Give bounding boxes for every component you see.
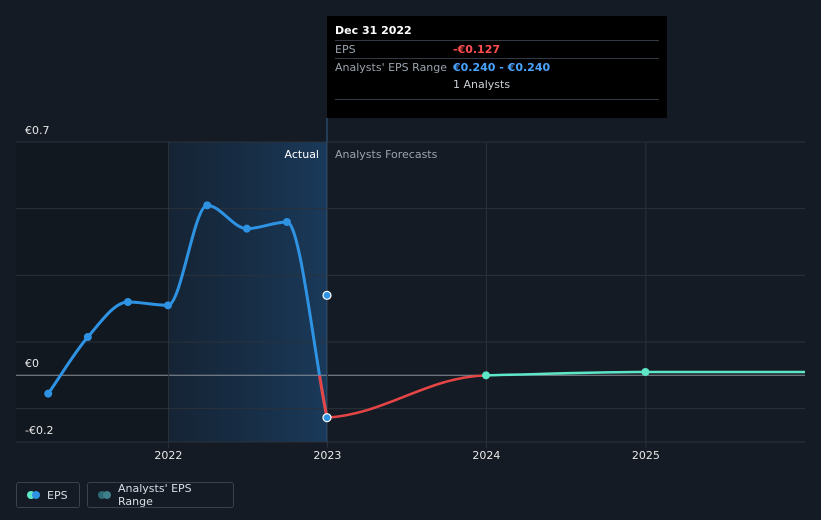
range-legend-icon [98, 491, 111, 499]
actual-label: Actual [285, 148, 319, 161]
tooltip: Dec 31 2022 EPS -€0.127 Analysts' EPS Ra… [327, 16, 667, 118]
legend-eps[interactable]: EPS [16, 482, 80, 508]
eps-point [83, 333, 92, 341]
eps-point [164, 301, 172, 310]
forecast-line-negative [326, 374, 487, 419]
forecast-point [641, 368, 650, 376]
x-tick-label: 2023 [313, 449, 341, 462]
forecast-line [485, 370, 805, 377]
tooltip-range-label: Analysts' EPS Range [335, 61, 448, 74]
legend-range-label: Analysts' EPS Range [118, 482, 192, 508]
tooltip-date: Dec 31 2022 [335, 24, 412, 37]
legend-eps-label: EPS [47, 488, 68, 502]
x-tick-label: 2024 [472, 449, 500, 462]
x-tick-label: 2025 [632, 449, 660, 462]
tooltip-eps-value: -€0.127 [453, 43, 501, 56]
forecast-point [482, 371, 490, 380]
eps-point [282, 218, 291, 226]
tooltip-divider [335, 99, 659, 112]
y-tick-zero: €0 [25, 357, 39, 370]
eps-legend-icon [27, 491, 40, 499]
analyst-range-point [322, 290, 332, 300]
past-shade [16, 142, 168, 442]
eps-point-selected [322, 413, 332, 423]
x-tick-label: 2022 [154, 449, 182, 462]
tooltip-eps-label: EPS [335, 43, 356, 56]
eps-point [203, 201, 212, 210]
eps-line [46, 203, 329, 418]
eps-point [123, 298, 132, 306]
eps-point [242, 224, 251, 233]
eps-point [44, 389, 53, 398]
y-tick-bottom: -€0.2 [25, 424, 53, 437]
highlight-band [168, 142, 327, 442]
tooltip-analysts-row: 1 Analysts [335, 76, 659, 93]
tooltip-analysts: 1 Analysts [453, 78, 511, 91]
y-tick-top: €0.7 [25, 124, 50, 137]
tooltip-range-value: €0.240 - €0.240 [453, 61, 551, 74]
forecast-label: Analysts Forecasts [335, 148, 438, 161]
legend-analyst-range[interactable]: Analysts' EPS Range [87, 482, 234, 508]
tooltip-eps-row: EPS -€0.127 [335, 40, 659, 58]
tooltip-range-row: Analysts' EPS Range €0.240 - €0.240 [335, 58, 659, 76]
